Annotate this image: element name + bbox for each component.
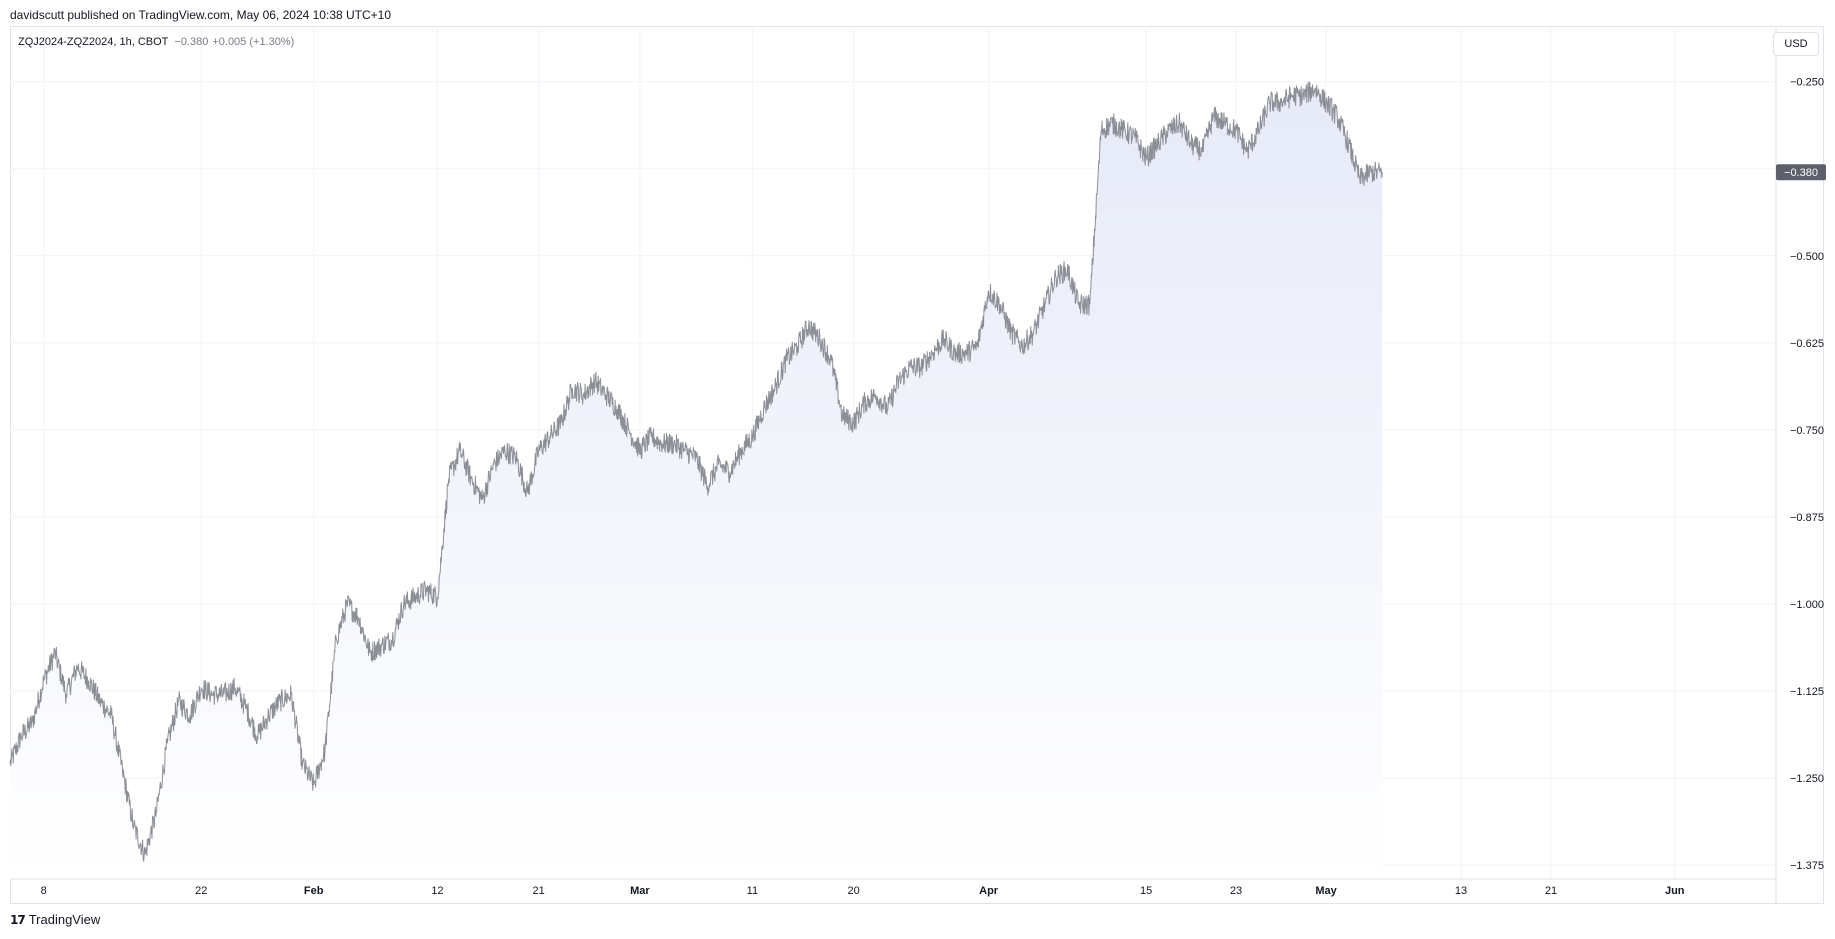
last-price-badge: −0.380 [1776,164,1826,181]
x-tick-label: 21 [533,885,545,897]
x-tick-label: Jun [1665,885,1685,897]
symbol-name: ZQJ2024-ZQZ2024, 1h, CBOT [18,36,169,48]
y-tick-label: −0.250 [1790,77,1824,89]
x-tick-label: 15 [1140,885,1152,897]
tradingview-logo-icon: 17 [10,912,26,927]
x-tick-label: 8 [41,885,47,897]
last-price-badge-label: −0.380 [1784,167,1818,179]
y-tick-label: −0.750 [1790,425,1824,437]
tradingview-logo-text: TradingView [28,912,101,927]
x-tick-label: 22 [195,885,207,897]
price-area-fill [10,81,1383,879]
y-tick-label: −0.875 [1790,512,1824,524]
chart-frame [10,26,1824,904]
y-tick-label: −1.250 [1790,773,1824,785]
x-tick-label: 13 [1455,885,1467,897]
tradingview-logo[interactable]: 17 TradingView [10,912,100,927]
currency-button[interactable]: USD [1773,32,1819,56]
x-tick-label: 21 [1545,885,1557,897]
x-axis-ticks: 8 22 Feb 12 21 Mar 11 20 Apr 15 23 May 13 21 Jun [41,885,1685,897]
y-axis-ticks: −0.250−0.375−0.500−0.625−0.750−0.875−1.0… [1790,77,1824,872]
symbol-legend: ZQJ2024-ZQZ2024, 1h, CBOT −0.380 +0.005 (+… [18,36,294,48]
x-tick-label: Feb [304,885,324,897]
y-tick-label: −1.125 [1790,686,1824,698]
x-tick-label: 20 [848,885,860,897]
last-value: −0.380 [174,36,209,48]
last-price-badge-bg [1776,164,1826,181]
x-tick-label: 11 [747,885,758,897]
x-tick-label: May [1315,885,1337,897]
x-tick-label: 23 [1230,885,1242,897]
x-tick-label: 12 [431,885,443,897]
y-tick-label: −0.625 [1790,338,1824,350]
x-tick-label: Mar [630,885,650,897]
y-tick-label: −0.500 [1790,251,1824,263]
price-change: +0.005 (+1.30%) [212,36,295,48]
price-line [9,81,1383,862]
y-tick-label: −1.375 [1790,860,1824,872]
x-tick-label: Apr [979,885,999,897]
publish-info: davidscutt published on TradingView.com,… [10,8,392,22]
y-tick-label: −1.000 [1790,599,1824,611]
